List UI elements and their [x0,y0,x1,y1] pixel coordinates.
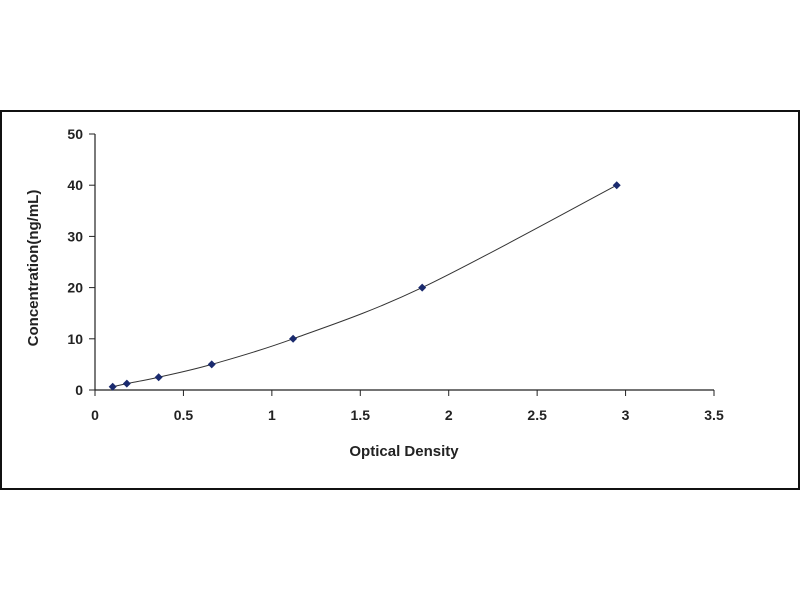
data-point-marker [418,283,427,292]
y-tick-label: 40 [67,177,83,193]
x-tick-label: 3.5 [704,407,724,423]
x-tick-label: 3 [622,407,630,423]
y-tick-label: 50 [67,126,83,142]
data-point-marker [122,379,131,388]
data-point-marker [154,373,163,382]
fit-curve-layer [112,184,617,388]
y-tick-label: 10 [67,331,83,347]
chart-frame: 0 0.5 1 1.5 2 2.5 3 3.5 0 10 20 30 40 50 Optical Dens… [0,110,800,490]
data-point-marker [289,334,298,343]
data-points [108,181,621,391]
x-tick-label: 2 [445,407,453,423]
y-axis-title: Concentration(ng/mL) [25,190,42,347]
x-tick-label: 0 [91,407,99,423]
axis-ticks: 0 0.5 1 1.5 2 2.5 3 3.5 0 10 20 30 40 50 [67,126,724,423]
y-tick-label: 0 [75,382,83,398]
y-tick-label: 30 [67,228,83,244]
x-tick-label: 1.5 [351,407,371,423]
y-tick-label: 20 [67,280,83,296]
data-point-marker [612,181,621,190]
standard-curve-chart: 0 0.5 1 1.5 2 2.5 3 3.5 0 10 20 30 40 50 Optical Dens… [25,126,724,460]
x-tick-label: 2.5 [527,407,547,423]
x-tick-label: 0.5 [174,407,194,423]
data-point-marker [108,382,117,391]
axes [94,134,714,391]
x-axis-title: Optical Density [349,443,459,460]
x-tick-label: 1 [268,407,276,423]
fit-curve [112,184,617,388]
data-point-marker [207,360,216,369]
